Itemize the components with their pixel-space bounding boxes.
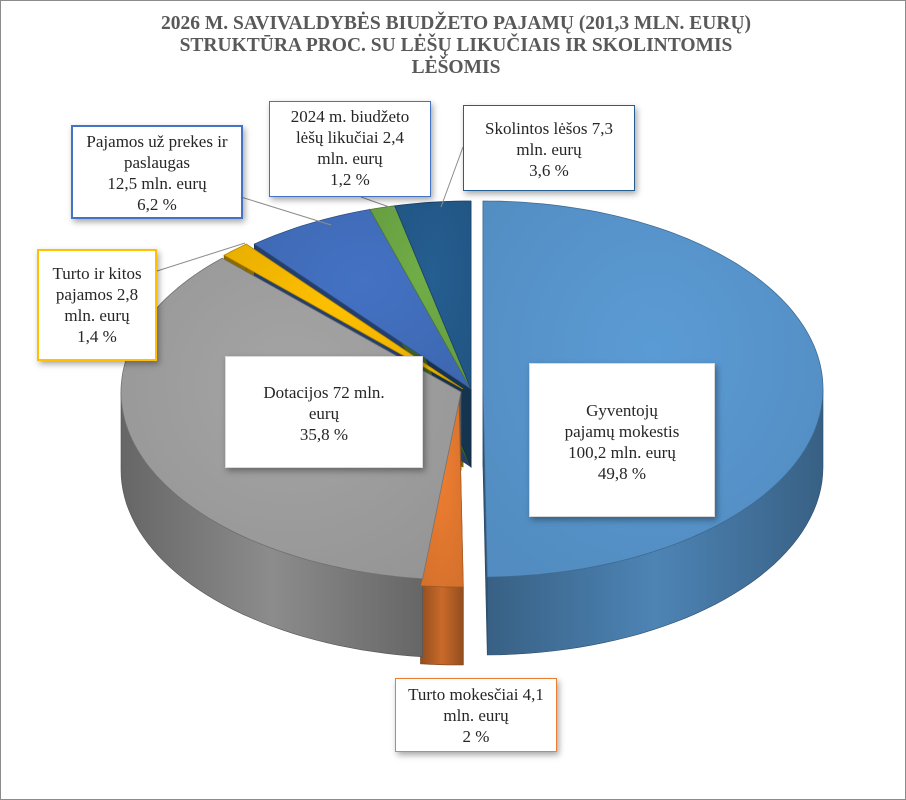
data-label-line: mln. eurų (516, 140, 582, 159)
data-label-line: 49,8 % (597, 464, 647, 483)
leader-line-turto_ir_kitos (156, 242, 246, 272)
data-label-dotacijos: Dotacijos 72 mln. eurų 35,8 % (225, 356, 423, 468)
data-label-line: pajamų mokestis (564, 422, 680, 441)
data-label-line: pajamos 2,8 (55, 285, 139, 304)
pie-slice-turto_ir_kitos (223, 243, 464, 390)
data-label-line: Dotacijos 72 mln. (263, 383, 385, 402)
data-label-skolintos: Skolintos lėšos 7,3 mln. eurų 3,6 % (463, 105, 635, 191)
data-label-line: Pajamos už prekes ir (86, 132, 228, 151)
data-label-line: 35,8 % (299, 425, 349, 444)
data-label-gyventoju: Gyventojų pajamų mokestis 100,2 mln. eur… (529, 363, 715, 517)
leader-line-skolintos (440, 146, 464, 208)
data-label-line: Turto ir kitos (52, 264, 142, 283)
pie-slice-turto_mokesciai (420, 398, 464, 588)
data-label-line: mln. eurų (443, 706, 509, 725)
data-label-line: 1,4 % (77, 327, 117, 346)
data-label-line: 2024 m. biudžeto (290, 107, 410, 126)
data-label-line: Gyventojų (586, 401, 658, 420)
pie-slice-turto_mokesciai-wall (420, 585, 464, 666)
data-label-line: lėšų likučiai 2,4 (295, 128, 405, 147)
chart-title: 2026 M. SAVIVALDYBĖS BIUDŽETO PAJAMŲ (20… (61, 13, 851, 79)
data-label-line: 12,5 mln. eurų (107, 174, 207, 193)
data-label-line: eurų (308, 404, 340, 423)
pie-slice-likuciai (369, 205, 472, 390)
pie-slice-skolintos (394, 200, 472, 390)
data-label-line: mln. eurų (317, 149, 383, 168)
data-label-likuciai: 2024 m. biudžeto lėšų likučiai 2,4 mln. … (269, 101, 431, 197)
data-label-prekes-paslaugas: Pajamos už prekes ir paslaugas 12,5 mln.… (71, 125, 243, 219)
chart-title-line: LĖŠOMIS (411, 57, 501, 78)
leader-line-likuciai (360, 196, 396, 210)
data-label-line: Turto mokesčiai 4,1 (408, 685, 544, 704)
data-label-line: Skolintos lėšos 7,3 (485, 119, 613, 138)
pie-slice-prekes_paslaugas (253, 209, 472, 390)
leader-line-prekes_paslaugas (240, 196, 332, 226)
chart-title-line: STRUKTŪRA PROC. SU LĖŠŲ LIKUČIAIS IR SKO… (179, 35, 733, 56)
data-label-line: 3,6 % (529, 161, 569, 180)
chart-title-line: 2026 M. SAVIVALDYBĖS BIUDŽETO PAJAMŲ (20… (160, 13, 752, 34)
data-label-line: 100,2 mln. eurų (568, 443, 676, 462)
data-label-line: paslaugas (123, 153, 191, 172)
data-label-line: 2 % (462, 727, 490, 746)
data-label-line: 6,2 % (137, 195, 177, 214)
data-label-line: mln. eurų (64, 306, 130, 325)
data-label-turto-mokesciai: Turto mokesčiai 4,1 mln. eurų 2 % (395, 678, 557, 752)
data-label-turto-ir-kitos: Turto ir kitos pajamos 2,8 mln. eurų 1,4… (37, 249, 157, 361)
data-label-line: 1,2 % (330, 170, 370, 189)
